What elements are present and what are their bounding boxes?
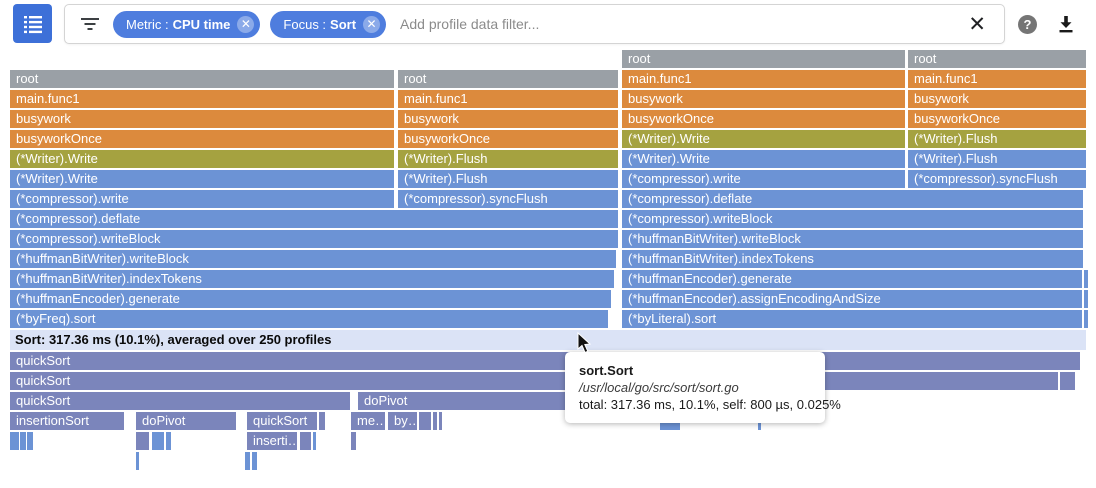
flame-bar[interactable] (1060, 372, 1075, 390)
flame-bar[interactable]: (*compressor).syncFlush (908, 170, 1086, 188)
profile-filter-bar[interactable]: Metric : CPU time ✕ Focus : Sort ✕ Add p… (64, 4, 1005, 44)
flame-bar[interactable]: (*Writer).Flush (908, 150, 1086, 168)
flame-bar[interactable]: (*Writer).Write (622, 130, 905, 148)
filter-chip-focus[interactable]: Focus : Sort ✕ (270, 10, 387, 38)
flame-bar[interactable] (152, 432, 164, 450)
flame-bar[interactable]: main.func1 (398, 90, 618, 108)
flame-bar[interactable] (166, 432, 171, 450)
flame-bar[interactable]: (*compressor).write (622, 170, 905, 188)
flame-bar[interactable] (319, 412, 325, 430)
view-list-icon (23, 14, 43, 34)
flame-bar[interactable] (252, 452, 257, 470)
flame-bar[interactable]: root (10, 70, 394, 88)
flame-bar[interactable]: busyworkOnce (10, 130, 394, 148)
flame-bar[interactable]: busywork (622, 90, 905, 108)
menu-button[interactable] (13, 4, 52, 43)
flame-bar[interactable]: (*Writer).Flush (908, 130, 1086, 148)
flame-bar[interactable]: main.func1 (10, 90, 394, 108)
flame-bar[interactable]: busyworkOnce (398, 130, 618, 148)
chip-label: Focus : (283, 16, 327, 32)
flame-bar[interactable] (419, 412, 431, 430)
flame-bar[interactable]: root (398, 70, 618, 88)
filter-chip-metric[interactable]: Metric : CPU time ✕ (113, 10, 261, 38)
chip-label: Metric : (126, 16, 169, 32)
flame-bar[interactable]: quickSort (10, 372, 1058, 390)
flame-bar[interactable]: (*Writer).Write (10, 170, 394, 188)
filter-list-icon (81, 18, 99, 30)
tooltip-function-name: sort.Sort (579, 363, 634, 378)
flame-bar[interactable] (439, 412, 442, 430)
flame-bar[interactable]: root (908, 50, 1086, 68)
flame-bar[interactable]: (*compressor).write (10, 190, 394, 208)
flame-bar[interactable] (136, 452, 139, 470)
flame-bar[interactable]: (*byLiteral).sort (622, 310, 1082, 328)
flame-bar[interactable] (20, 432, 26, 450)
flame-bar[interactable]: busyworkOnce (908, 110, 1086, 128)
tooltip: sort.Sort /usr/local/go/src/sort/sort.go… (565, 352, 841, 423)
flame-bar[interactable]: busywork (908, 90, 1086, 108)
flame-bar[interactable] (313, 432, 316, 450)
flame-bar[interactable] (1084, 290, 1088, 308)
flame-bar[interactable]: busywork (398, 110, 618, 128)
flame-bar[interactable]: (*huffmanEncoder).generate (622, 270, 1082, 288)
flame-bar[interactable]: root (622, 50, 905, 68)
flame-bar[interactable]: me… (351, 412, 385, 430)
flame-bar[interactable]: (*Writer).Flush (398, 170, 618, 188)
flame-bar[interactable]: doPivot (136, 412, 236, 430)
tooltip-stats: total: 317.36 ms, 10.1%, self: 800 µs, 0… (579, 397, 841, 412)
close-circle-icon[interactable]: ✕ (237, 15, 255, 33)
flame-bar[interactable]: (*compressor).writeBlock (622, 210, 1083, 228)
flame-bar[interactable]: (*compressor).deflate (622, 190, 1083, 208)
flame-bar[interactable]: (*huffmanBitWriter).indexTokens (10, 270, 614, 288)
help-icon[interactable]: ? (1018, 15, 1037, 34)
flame-bar[interactable]: (*huffmanBitWriter).writeBlock (622, 230, 1083, 248)
filter-input-placeholder[interactable]: Add profile data filter... (400, 16, 540, 32)
flame-bar[interactable] (1084, 270, 1088, 288)
flame-bar[interactable] (433, 412, 437, 430)
flame-bar[interactable]: busywork (10, 110, 394, 128)
flame-bar[interactable]: inserti… (247, 432, 297, 450)
flame-bar[interactable]: quickSort (10, 352, 1080, 370)
chip-value: Sort (330, 16, 357, 32)
flame-bar[interactable]: (*compressor).syncFlush (398, 190, 618, 208)
flame-bar[interactable]: quickSort (247, 412, 317, 430)
flame-bar[interactable]: (*compressor).writeBlock (10, 230, 618, 248)
flame-bar[interactable]: main.func1 (622, 70, 905, 88)
flame-bar[interactable]: insertionSort (10, 412, 124, 430)
flame-bar[interactable]: main.func1 (908, 70, 1086, 88)
flame-bar[interactable]: (*Writer).Flush (398, 150, 618, 168)
flame-bar[interactable] (10, 432, 19, 450)
flame-bar[interactable] (27, 432, 33, 450)
selected-node-banner[interactable]: Sort: 317.36 ms (10.1%), averaged over 2… (10, 330, 1086, 350)
flame-bar[interactable]: (*huffmanBitWriter).indexTokens (622, 250, 1083, 268)
tooltip-source-path: /usr/local/go/src/sort/sort.go (579, 380, 739, 395)
close-circle-icon[interactable]: ✕ (363, 15, 381, 33)
flame-bar[interactable] (1084, 310, 1088, 328)
flame-bar[interactable] (300, 432, 311, 450)
download-icon[interactable] (1056, 14, 1076, 34)
flame-bar[interactable]: (*huffmanEncoder).assignEncodingAndSize (622, 290, 1082, 308)
chip-value: CPU time (172, 16, 231, 32)
flame-bar[interactable] (245, 452, 250, 470)
flame-bar[interactable]: (*compressor).deflate (10, 210, 618, 228)
flame-bar[interactable] (351, 432, 356, 450)
clear-filter-icon[interactable]: ✕ (968, 12, 986, 36)
flame-bar[interactable]: (*huffmanEncoder).generate (10, 290, 611, 308)
flame-bar[interactable] (136, 432, 149, 450)
flame-bar[interactable]: (*Writer).Write (10, 150, 394, 168)
flame-bar[interactable]: quickSort (10, 392, 350, 410)
flame-bar[interactable]: busyworkOnce (622, 110, 905, 128)
flame-bar[interactable]: by… (388, 412, 417, 430)
flame-bar[interactable]: (*byFreq).sort (10, 310, 608, 328)
flame-bar[interactable]: (*Writer).Write (622, 150, 905, 168)
flame-bar[interactable]: (*huffmanBitWriter).writeBlock (10, 250, 616, 268)
mouse-cursor-icon (577, 331, 593, 359)
